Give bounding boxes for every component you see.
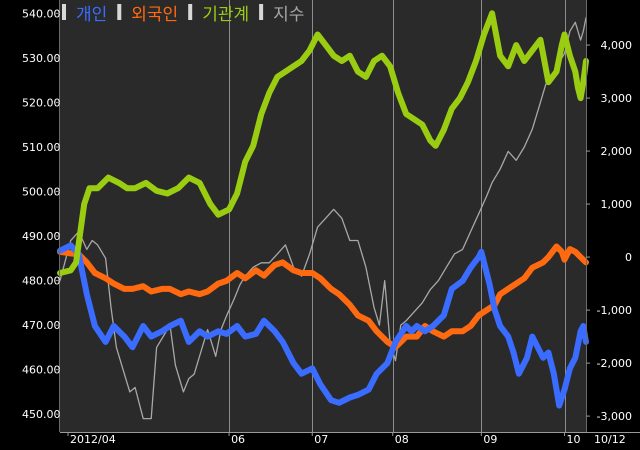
left-tick-label: 540.00 (22, 7, 61, 20)
series-line-1 (57, 243, 589, 351)
right-tick-label: -1,000 (597, 304, 632, 317)
x-tick-label: 10 (567, 433, 581, 446)
left-tick-label: 450.00 (22, 408, 61, 421)
x-tick-label: 08 (395, 433, 409, 446)
legend-marker (62, 4, 66, 20)
right-tick-label: 1,000 (601, 198, 633, 211)
right-tick-label: -3,000 (597, 410, 632, 423)
left-tick-label: 460.00 (22, 364, 61, 377)
series-layer (57, 10, 589, 420)
x-tick-label: 10/12 (594, 433, 626, 446)
x-tick-label: 09 (483, 433, 497, 446)
legend-label: 외국인 (131, 5, 178, 25)
legend-marker (259, 4, 264, 20)
x-tick-label: 2012/04 (70, 433, 116, 446)
left-tick-label: 510.00 (22, 141, 61, 154)
legend-label: 지수 (273, 5, 304, 25)
right-tick-label: 4,000 (601, 39, 633, 52)
left-tick-label: 490.00 (22, 230, 61, 243)
right-tick-label: 2,000 (601, 145, 633, 158)
left-tick-label: 520.00 (22, 96, 61, 109)
plot-area (60, 0, 586, 432)
legend-marker (188, 4, 193, 20)
right-tick-label: 3,000 (601, 92, 633, 105)
right-tick-label: 0 (625, 251, 632, 264)
legend-label: 기관계 (202, 5, 249, 25)
gridlines (229, 0, 566, 432)
right-tick-label: -2,000 (597, 357, 632, 370)
left-tick-label: 500.00 (22, 186, 61, 199)
legend: 개인 외국인 기관계 지수 (62, 4, 304, 25)
x-axis-ticks: 2012/04 06 07 08 09 10 10/12 (67, 432, 626, 446)
x-tick-label: 07 (314, 433, 328, 446)
left-tick-label: 530.00 (22, 52, 61, 65)
legend-label: 개인 (76, 5, 107, 25)
series-line-3 (57, 10, 589, 276)
legend-marker (117, 4, 122, 20)
left-axis-ticks: 540.00 530.00 520.00 510.00 500.00 490.00 480.… (22, 7, 61, 421)
series-line-0 (59, 17, 587, 420)
left-tick-label: 470.00 (22, 319, 61, 332)
series-line-2 (57, 242, 589, 409)
right-axis-ticks: 4,000 3,000 2,000 1,000 0 -1,000 -2,000 -3,000 (586, 39, 632, 423)
x-tick-label: 06 (231, 433, 245, 446)
left-tick-label: 480.00 (22, 275, 61, 288)
